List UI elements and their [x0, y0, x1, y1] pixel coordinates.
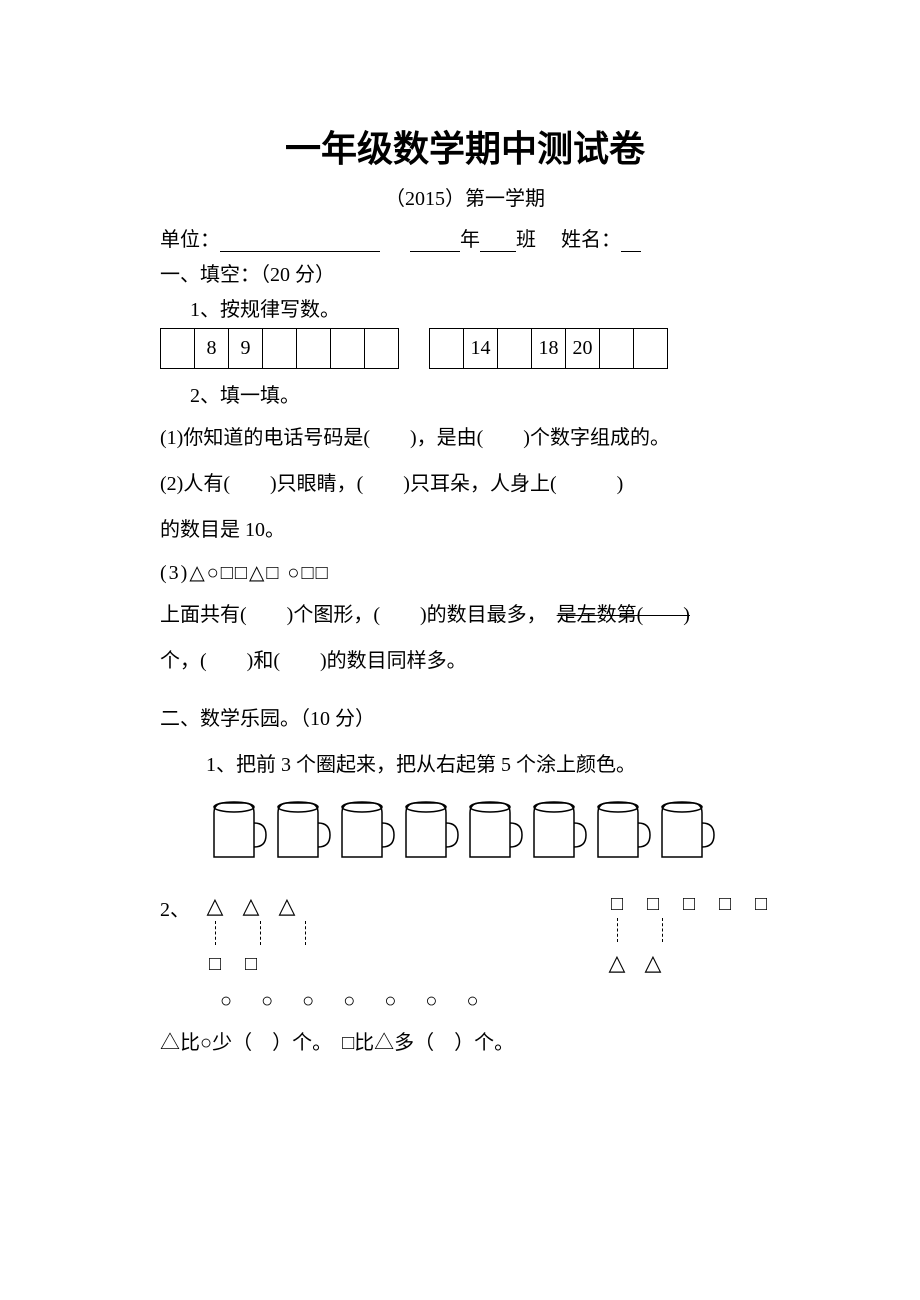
q2-line5: 个，( )和( )的数目同样多。: [160, 645, 770, 677]
class-label: 班: [516, 229, 536, 251]
table-cell[interactable]: 18: [532, 329, 566, 369]
dash-line: [662, 918, 680, 942]
triangle-icon: △: [242, 893, 260, 919]
square-icon: □: [608, 893, 626, 916]
cup-icon: [278, 802, 330, 857]
triangle-icon: △: [644, 950, 662, 976]
dash-line: [305, 921, 323, 945]
dash-line: [260, 921, 278, 945]
table-cell[interactable]: [600, 329, 634, 369]
square-icon: □: [752, 893, 770, 916]
table-cell[interactable]: [634, 329, 668, 369]
table-cell[interactable]: [263, 329, 297, 369]
q2-line2b: 的数目是 10。: [160, 514, 770, 546]
cup-icon: [214, 802, 266, 857]
square-icon: □: [680, 893, 698, 916]
q1-label: 1、按规律写数。: [190, 293, 770, 322]
q2-label: 2、填一填。: [190, 379, 770, 408]
right-group: □ □ □ □ □ △ △: [608, 893, 770, 976]
cup-icon: [662, 802, 714, 857]
table-cell[interactable]: [331, 329, 365, 369]
table-cell[interactable]: 8: [195, 329, 229, 369]
s2-q2-label: 2、: [160, 893, 206, 922]
triangle-icon: △: [608, 950, 626, 976]
unit-blank[interactable]: [220, 232, 380, 252]
section-1-heading: 一、填空：（20 分）: [160, 258, 770, 287]
circles-row: ○ ○ ○ ○ ○ ○ ○: [220, 990, 770, 1013]
cup-icon: [534, 802, 586, 857]
exam-page: 一年级数学期中测试卷 （2015）第一学期 单位： 年 班 姓名： 一、填空：（2…: [0, 0, 920, 1133]
q2-line4: 上面共有( )个图形，( )的数目最多， 是左数第( ): [160, 599, 770, 631]
s2-q1: 1、把前 3 个圈起来，把从右起第 5 个涂上颜色。: [206, 749, 770, 781]
year-blank[interactable]: [410, 232, 460, 252]
section-2-heading: 二、数学乐园。（10 分）: [160, 703, 770, 735]
name-label: 姓名：: [561, 229, 621, 251]
cup-icon: [598, 802, 650, 857]
dash-line: [617, 918, 635, 942]
dash-line: [215, 921, 233, 945]
table-cell[interactable]: 14: [464, 329, 498, 369]
page-subtitle: （2015）第一学期: [160, 182, 770, 211]
table-cell[interactable]: 9: [229, 329, 263, 369]
q2-line3: (3)△○□□△□ ○□□: [160, 560, 770, 585]
left-group: △ △ △ □ □: [206, 893, 366, 976]
table-cell[interactable]: [365, 329, 399, 369]
cup-icon: [406, 802, 458, 857]
unit-label: 单位：: [160, 229, 220, 251]
table-cell[interactable]: [430, 329, 464, 369]
q2-line4b: 是左数第( ): [557, 604, 690, 626]
table-cell[interactable]: [498, 329, 532, 369]
square-icon: □: [206, 953, 224, 976]
cups-row: [206, 795, 770, 875]
square-icon: □: [644, 893, 662, 916]
name-blank[interactable]: [621, 232, 641, 252]
table-cell[interactable]: 20: [566, 329, 600, 369]
table-cell[interactable]: [297, 329, 331, 369]
square-icon: □: [242, 953, 260, 976]
number-tables: 89 14 1820: [160, 328, 770, 369]
q2-line4a: 上面共有( )个图形，( )的数目最多，: [160, 604, 547, 626]
class-blank[interactable]: [480, 232, 516, 252]
table-2: 14 1820: [429, 328, 668, 369]
cup-icon: [470, 802, 522, 857]
table-1: 89: [160, 328, 399, 369]
s2-q2-row: 2、 △ △ △ □ □ □ □ □ □ □ △ △: [160, 893, 770, 976]
page-title: 一年级数学期中测试卷: [160, 120, 770, 172]
q2-line1: (1)你知道的电话号码是( )，是由( )个数字组成的。: [160, 422, 770, 454]
triangle-icon: △: [278, 893, 296, 919]
q2-line2: (2)人有( )只眼睛，( )只耳朵，人身上( ): [160, 468, 770, 500]
info-line: 单位： 年 班 姓名：: [160, 223, 770, 252]
square-icon: □: [716, 893, 734, 916]
year-label: 年: [460, 229, 480, 251]
table-cell[interactable]: [161, 329, 195, 369]
cup-icon: [342, 802, 394, 857]
compare-line: △比○少（ ）个。 □比△多（ ）个。: [160, 1027, 770, 1059]
triangle-icon: △: [206, 893, 224, 919]
